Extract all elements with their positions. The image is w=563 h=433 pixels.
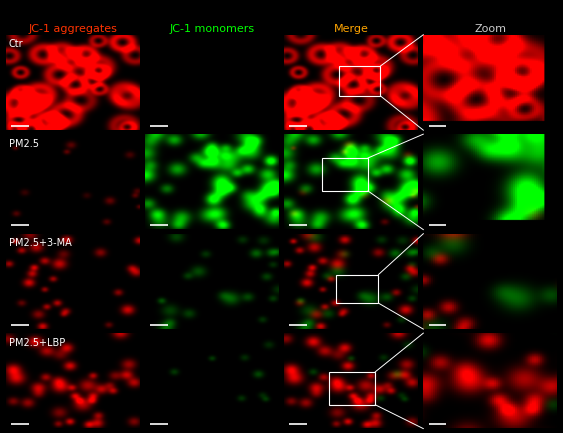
Bar: [338, 66, 381, 96]
Text: PM2.5+3-MA: PM2.5+3-MA: [9, 238, 72, 248]
Text: Ctr: Ctr: [9, 39, 24, 49]
Title: JC-1 aggregates: JC-1 aggregates: [28, 24, 117, 34]
Bar: [337, 275, 378, 303]
Bar: [329, 372, 375, 405]
Title: JC-1 monomers: JC-1 monomers: [169, 24, 254, 34]
Title: Merge: Merge: [334, 24, 369, 34]
Text: PM2.5: PM2.5: [9, 139, 39, 149]
Title: Zoom: Zoom: [475, 24, 506, 34]
Bar: [322, 158, 368, 191]
Text: PM2.5+LBP: PM2.5+LBP: [9, 337, 65, 348]
